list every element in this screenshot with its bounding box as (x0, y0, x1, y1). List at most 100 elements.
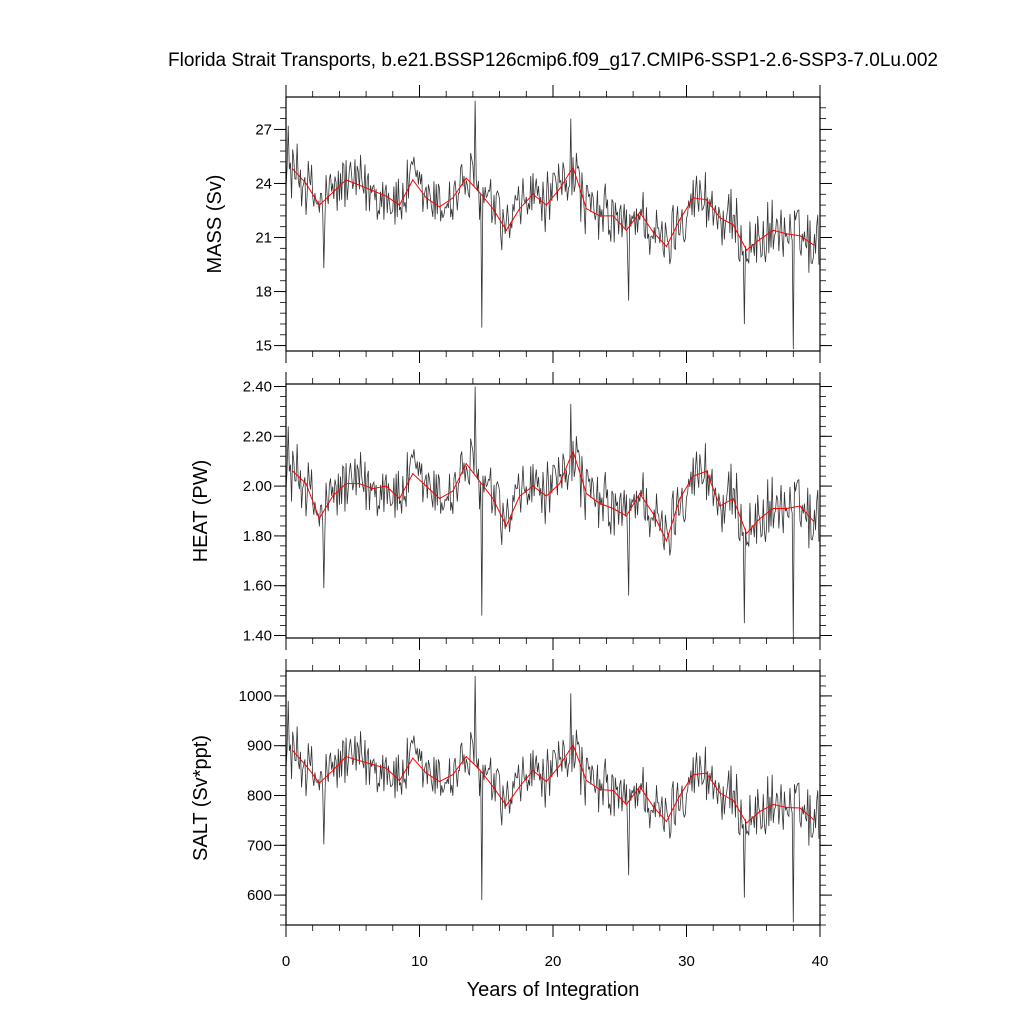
annual-mean-point (625, 803, 628, 806)
y-tick-label: 2.20 (243, 428, 272, 445)
annual-mean-point (425, 197, 427, 199)
annual-mean-point (559, 483, 561, 485)
y-tick-label: 21 (255, 230, 272, 247)
annual-mean-point (545, 495, 547, 497)
annual-mean-point (759, 810, 761, 813)
annual-mean-point (318, 517, 320, 520)
annual-mean-point (545, 204, 547, 206)
y-tick-label: 24 (255, 175, 272, 192)
x-tick-label: 0 (282, 953, 290, 970)
annual-mean-point (799, 235, 801, 237)
annual-mean-point (745, 532, 748, 535)
panel-heat: 1.40 1.60 1.80 2.00 2.20 2.40 HEAT (PW) (190, 372, 832, 650)
annual-mean-line (292, 166, 814, 251)
annual-mean-point (652, 805, 654, 808)
y-tick-label: 800 (247, 788, 272, 805)
annual-mean-point (398, 204, 401, 206)
annual-mean-point (772, 803, 774, 806)
annual-mean-point (612, 507, 614, 510)
annual-mean-point (438, 497, 441, 500)
annual-mean-point (425, 485, 427, 487)
annual-mean-point (799, 807, 801, 809)
annual-mean-point (292, 750, 294, 752)
annual-mean-point (692, 475, 694, 477)
annual-mean-point (452, 490, 454, 492)
annual-mean-point (318, 782, 320, 784)
annual-mean-point (719, 217, 721, 219)
annual-mean-point (625, 515, 628, 517)
x-tick-label: 30 (678, 953, 695, 970)
annual-mean-point (505, 525, 507, 527)
annual-mean-point (799, 505, 801, 507)
annual-mean-point (665, 245, 668, 248)
annual-mean-point (719, 505, 721, 507)
annual-mean-point (532, 770, 534, 772)
panel-mass-ylabel: MASS (Sv) (204, 175, 226, 274)
panel-heat-frame (285, 383, 821, 639)
panel-mass-ticks: 15 18 21 24 27 (255, 85, 832, 363)
annual-mean-point (692, 773, 694, 776)
annual-mean-point (612, 215, 614, 217)
annual-mean-point (732, 799, 734, 802)
annual-mean-point (519, 495, 521, 497)
annual-mean-point (745, 822, 748, 824)
annual-mean-point (599, 788, 601, 791)
annual-mean-point (545, 780, 547, 783)
annual-mean-point (585, 779, 587, 782)
annual-mean-point (398, 497, 401, 500)
annual-mean-point (505, 229, 507, 231)
monthly-series-line (285, 100, 820, 350)
annual-mean-point (705, 772, 708, 774)
panel-heat-ticks: 1.40 1.60 1.80 2.00 2.20 2.40 (243, 372, 832, 650)
y-tick-label: 27 (255, 121, 272, 138)
annual-mean-point (639, 785, 641, 788)
x-tick-label: 40 (812, 953, 829, 970)
annual-mean-point (478, 769, 481, 771)
annual-mean-point (332, 495, 334, 497)
annual-mean-point (679, 497, 681, 500)
y-tick-label: 900 (247, 738, 272, 755)
annual-mean-point (625, 229, 628, 231)
annual-mean-point (358, 184, 361, 186)
panel-salt: 600 700 800 900 1000 SALT (Sv*ppt) (190, 659, 832, 937)
annual-mean-point (572, 450, 574, 452)
x-tick-labels: 0 10 20 30 40 (282, 953, 829, 970)
annual-mean-point (759, 517, 761, 520)
monthly-series-line (285, 386, 820, 639)
annual-mean-point (465, 756, 467, 758)
annual-mean-point (398, 779, 401, 782)
panel-salt-series (285, 675, 820, 923)
annual-mean-point (332, 191, 334, 194)
annual-mean-point (358, 483, 361, 485)
y-tick-label: 15 (255, 338, 272, 355)
annual-mean-point (385, 195, 387, 197)
annual-mean-point (478, 480, 481, 482)
y-tick-label: 1000 (239, 688, 272, 705)
annual-mean-point (478, 191, 481, 194)
annual-mean-point (812, 244, 814, 246)
annual-mean-point (786, 507, 788, 510)
x-axis-label: Years of Integration (467, 979, 640, 1001)
panel-heat-series (285, 386, 820, 639)
annual-mean-line (292, 449, 814, 543)
annual-mean-point (719, 792, 721, 794)
annual-mean-point (372, 764, 374, 766)
annual-mean-point (745, 249, 748, 251)
annual-mean-point (812, 520, 814, 522)
annual-mean-point (292, 470, 294, 472)
annual-mean-point (812, 818, 814, 821)
annual-mean-point (305, 765, 307, 767)
annual-mean-point (438, 780, 441, 783)
annual-mean-point (505, 804, 507, 807)
annual-mean-point (412, 757, 414, 759)
panel-mass: 15 18 21 24 27 MASS (Sv) (204, 85, 832, 363)
annual-mean-point (332, 770, 334, 772)
annual-mean-point (465, 177, 467, 179)
annual-mean-point (732, 497, 734, 500)
y-tick-label: 2.40 (243, 378, 272, 395)
annual-mean-point (572, 744, 574, 746)
y-tick-label: 1.80 (243, 528, 272, 545)
y-tick-label: 1.40 (243, 628, 272, 645)
annual-mean-point (759, 238, 761, 240)
annual-mean-point (665, 820, 668, 823)
